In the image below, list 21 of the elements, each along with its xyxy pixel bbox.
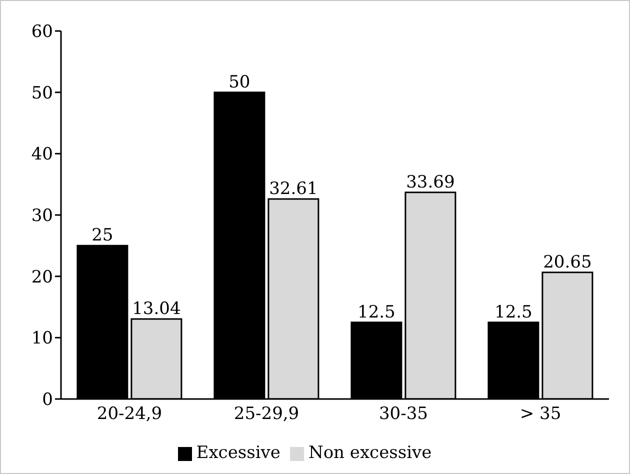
y-tick-label: 30 [31, 206, 53, 226]
x-tick-label: 20-24,9 [96, 404, 162, 424]
y-tick-label: 0 [42, 390, 53, 410]
x-tick-label: 30-35 [378, 404, 428, 424]
x-tick-label: > 35 [520, 404, 562, 424]
data-label: 12.5 [494, 302, 532, 322]
y-tick-label: 50 [31, 83, 53, 104]
y-tick-label: 60 [31, 22, 53, 42]
data-label: 33.69 [406, 172, 455, 192]
y-tick-label: 20 [31, 267, 53, 288]
data-label: 50 [228, 72, 250, 92]
data-label: 32.61 [269, 178, 318, 199]
legend-label: Non excessive [308, 443, 432, 463]
x-tick-label: 25-29,9 [234, 404, 300, 424]
y-tick-label: 10 [31, 328, 53, 349]
y-tick-label: 40 [31, 144, 53, 165]
data-label: 25 [92, 226, 114, 246]
data-label: 20.65 [543, 252, 592, 272]
legend-label: Excessive [196, 443, 280, 463]
data-label: 12.5 [358, 302, 396, 322]
data-label: 13.04 [132, 299, 181, 320]
